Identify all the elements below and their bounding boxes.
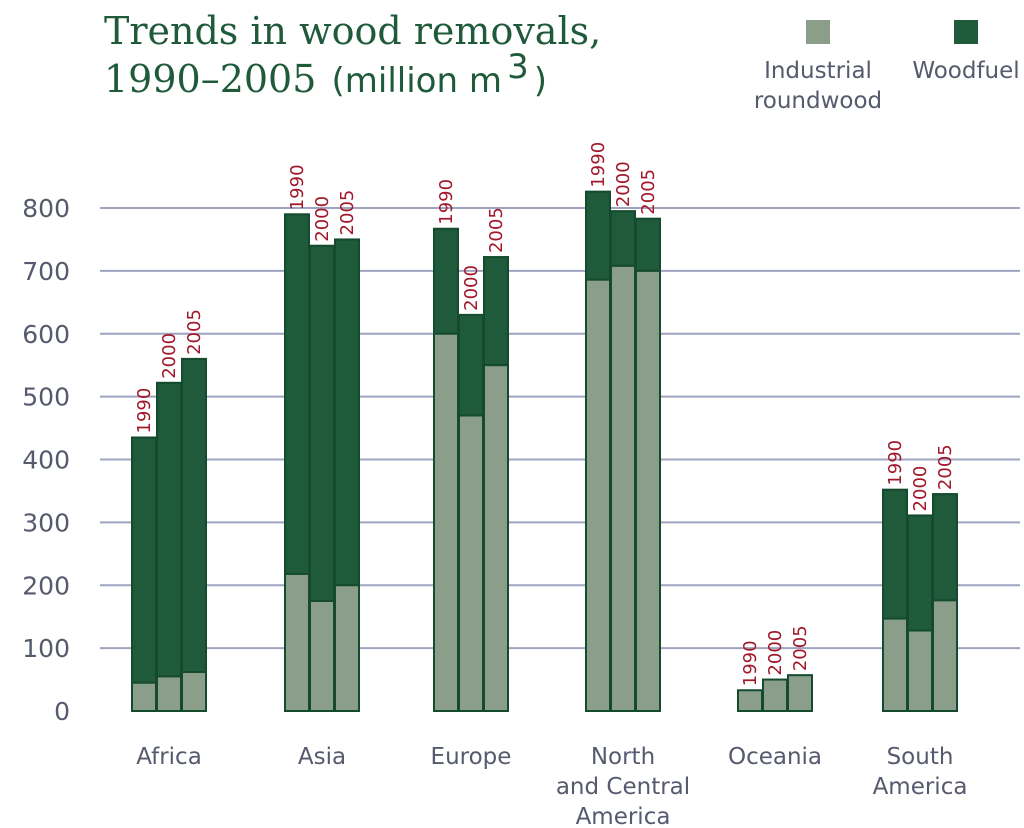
chart-title-superscript: 3 — [507, 47, 529, 87]
year-label: 1990 — [436, 179, 457, 225]
chart-title-close: ) — [534, 61, 547, 101]
industrial-bar — [787, 674, 813, 713]
industrial-bar — [635, 269, 661, 712]
y-tick-label: 200 — [22, 571, 70, 600]
chart-title-unit: (million m — [332, 61, 502, 101]
chart-title-line2: 1990–2005 (million m 3 ) — [104, 47, 547, 101]
woodfuel-bar — [585, 190, 611, 281]
year-label: 2000 — [461, 265, 482, 311]
woodfuel-bar — [635, 217, 661, 272]
industrial-bar — [309, 599, 335, 712]
year-label: 2005 — [337, 190, 358, 236]
year-label: 1990 — [134, 388, 155, 434]
industrial-bar — [907, 629, 933, 713]
woodfuel-bar — [284, 213, 310, 575]
y-tick-label: 500 — [22, 383, 70, 412]
industrial-bar — [433, 332, 459, 712]
x-category-label: North — [591, 744, 655, 770]
y-axis: 0 100 200 300 400 500 600 700 800 — [22, 194, 70, 726]
industrial-bar — [762, 678, 788, 712]
industrial-bar — [156, 675, 182, 713]
x-category-label: America — [576, 804, 671, 828]
woodfuel-bar — [309, 244, 335, 602]
industrial-bar — [483, 364, 509, 712]
year-label: 2005 — [638, 169, 659, 215]
year-label: 2000 — [159, 333, 180, 379]
year-label: 1990 — [287, 164, 308, 210]
legend-label-industrial: Industrial — [764, 58, 872, 84]
woodfuel-bar — [433, 227, 459, 335]
year-label: 2005 — [790, 625, 811, 671]
year-label: 2005 — [935, 444, 956, 490]
legend-label-industrial: roundwood — [754, 88, 882, 114]
year-label: 1990 — [740, 640, 761, 686]
chart-title: Trends in wood removals, 1990–2005 (mill… — [104, 9, 601, 101]
industrial-bar — [737, 689, 763, 712]
year-label: 1990 — [588, 142, 609, 188]
year-label: 2000 — [910, 466, 931, 512]
legend-label-woodfuel: Woodfuel — [912, 58, 1019, 84]
chart-title-line1: Trends in wood removals, — [104, 9, 601, 53]
y-tick-label: 300 — [22, 508, 70, 537]
y-tick-label: 100 — [22, 634, 70, 663]
woodfuel-bar — [131, 436, 157, 684]
woodfuel-bar — [932, 493, 958, 602]
x-category-label: Europe — [431, 744, 512, 770]
x-category-label: Asia — [298, 744, 346, 770]
gridlines — [100, 207, 1020, 650]
y-tick-label: 700 — [22, 257, 70, 286]
year-label: 1990 — [885, 440, 906, 486]
industrial-bar — [181, 671, 207, 713]
legend-swatch-woodfuel — [954, 20, 978, 44]
year-label: 2005 — [184, 309, 205, 355]
woodfuel-bar — [181, 357, 207, 674]
y-tick-label: 600 — [22, 320, 70, 349]
woodfuel-bar — [458, 313, 484, 417]
woodfuel-bar — [907, 514, 933, 632]
x-category-label: Africa — [136, 744, 202, 770]
year-label: 2000 — [312, 196, 333, 242]
industrial-bar — [882, 617, 908, 712]
woodfuel-bar — [156, 381, 182, 678]
y-tick-label: 400 — [22, 446, 70, 475]
y-tick-label: 0 — [54, 697, 70, 726]
industrial-bar — [585, 278, 611, 712]
y-tick-label: 800 — [22, 194, 70, 223]
industrial-bar — [334, 584, 360, 712]
industrial-bar — [131, 681, 157, 712]
x-category-label: Oceania — [728, 744, 822, 770]
x-category-label: America — [873, 774, 968, 800]
year-label: 2000 — [765, 630, 786, 676]
industrial-bar — [458, 414, 484, 712]
woodfuel-bar — [334, 238, 360, 587]
chart-title-years: 1990–2005 — [104, 57, 316, 101]
woodfuel-bar — [483, 256, 509, 367]
year-label: 2000 — [613, 161, 634, 207]
industrial-bar — [284, 572, 310, 712]
industrial-bar — [610, 264, 636, 712]
woodfuel-bar — [882, 488, 908, 620]
woodfuel-bar — [610, 210, 636, 267]
x-axis: Africa Asia Europe North and Central America O… — [136, 744, 967, 828]
x-category-label: and Central — [556, 774, 690, 800]
x-category-label: South — [887, 744, 954, 770]
year-label: 2005 — [486, 207, 507, 253]
legend: Industrial roundwood Woodfuel — [754, 20, 1020, 114]
legend-swatch-industrial — [806, 20, 830, 44]
industrial-bar — [932, 599, 958, 713]
